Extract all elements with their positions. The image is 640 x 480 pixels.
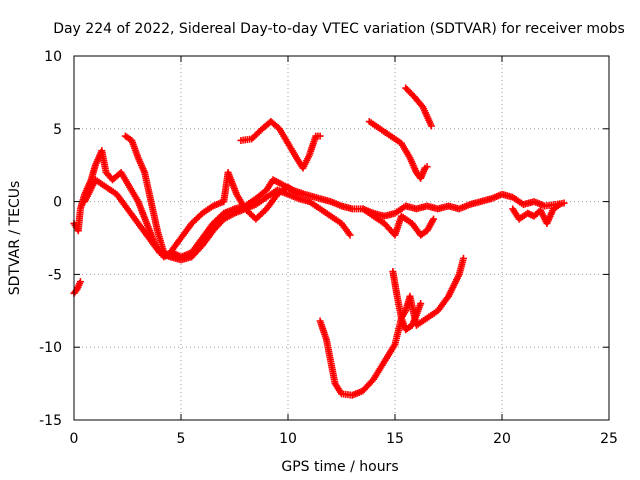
series-track-5: [237, 118, 324, 172]
data-point-marker: [560, 199, 568, 207]
data-point-marker: [459, 254, 467, 262]
series-track-1: [70, 147, 568, 261]
y-tick-label: -15: [39, 413, 62, 429]
series-track-12: [509, 201, 564, 227]
x-tick-label: 5: [177, 431, 186, 447]
data-point-marker: [556, 201, 564, 209]
x-tick-label: 10: [279, 431, 297, 447]
data-point-marker: [417, 300, 425, 308]
y-tick-label: -5: [48, 267, 62, 283]
x-axis-label: GPS time / hours: [281, 459, 398, 475]
y-tick-label: -10: [39, 340, 62, 356]
data-point-marker: [423, 163, 431, 171]
x-tick-label: 20: [493, 431, 511, 447]
data-point-marker: [430, 215, 438, 223]
data-point-marker: [346, 231, 354, 239]
chart-title: Day 224 of 2022, Sidereal Day-to-day VTE…: [53, 21, 625, 37]
series-track-6: [365, 118, 431, 182]
series-track-11: [70, 278, 84, 297]
x-tick-label: 0: [70, 431, 79, 447]
data-points: [70, 84, 568, 399]
series-track-8: [359, 205, 438, 239]
series-track-7: [402, 84, 435, 130]
x-axis-ticks: 0 5 10 15 20 25: [70, 56, 618, 447]
series-track-4: [166, 168, 303, 257]
y-axis-label: SDTVAR / TECUs: [7, 181, 23, 296]
data-point-marker: [427, 122, 435, 130]
y-axis-ticks: -15 -10 -5 0 5 10: [39, 49, 609, 429]
data-point-marker: [76, 278, 84, 286]
grid-lines: [74, 56, 609, 420]
data-point-marker: [295, 190, 303, 198]
data-point-marker: [168, 253, 176, 261]
series-track-10: [389, 267, 425, 334]
x-tick-label: 25: [600, 431, 618, 447]
y-tick-label: 5: [53, 122, 62, 138]
plot-frame: [73, 55, 610, 421]
y-tick-label: 0: [53, 195, 62, 211]
y-tick-label: 10: [44, 49, 62, 65]
x-tick-label: 15: [386, 431, 404, 447]
data-point-marker: [316, 132, 324, 140]
series-track-9: [316, 254, 467, 399]
